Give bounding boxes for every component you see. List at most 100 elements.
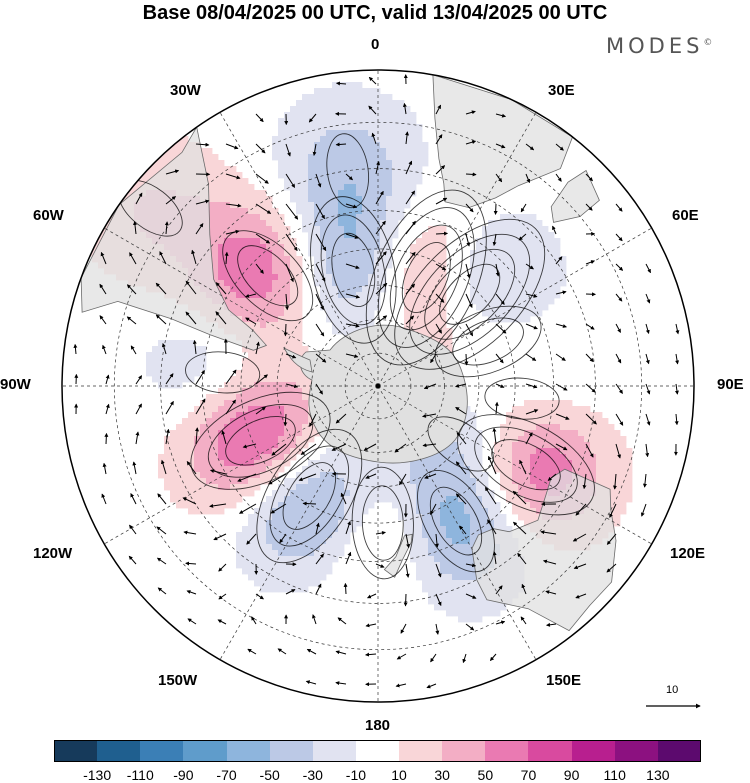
shading-cell (200, 358, 207, 365)
shading-cell (230, 436, 237, 443)
shading-cell (326, 136, 333, 143)
wind-vector (465, 563, 477, 568)
shading-cell (434, 286, 441, 293)
shading-cell (506, 310, 513, 317)
shading-cell (212, 436, 219, 443)
shading-cell (170, 496, 177, 503)
shading-cell (260, 466, 267, 473)
shading-cell (260, 244, 267, 251)
shading-cell (272, 502, 279, 509)
shading-cell (476, 604, 483, 611)
shading-cell (386, 238, 393, 245)
shading-cell (284, 394, 291, 401)
shading-cell (344, 460, 351, 467)
shading-cell (374, 226, 381, 233)
shading-cell (338, 220, 345, 227)
shading-cell (320, 142, 327, 149)
shading-cell (350, 250, 357, 257)
shading-cell (524, 310, 531, 317)
shading-cell (212, 478, 219, 485)
shading-cell (410, 268, 417, 275)
wind-vector (645, 323, 650, 335)
shading-cell (374, 106, 381, 113)
shading-cell (344, 310, 351, 317)
shading-cell (446, 502, 453, 509)
shading-cell (236, 532, 243, 539)
shading-cell (212, 268, 219, 275)
shading-cell (500, 232, 507, 239)
shading-cell (428, 490, 435, 497)
shading-cell (266, 406, 273, 413)
shading-cell (320, 532, 327, 539)
wind-vector (573, 563, 587, 570)
shading-cell (422, 262, 429, 269)
shading-cell (164, 160, 171, 167)
shading-cell (494, 502, 501, 509)
shading-cell (260, 460, 267, 467)
shading-cell (272, 286, 279, 293)
shading-cell (338, 280, 345, 287)
shading-cell (542, 262, 549, 269)
shading-cell (512, 256, 519, 263)
shading-cell (392, 130, 399, 137)
wind-vector (615, 323, 621, 333)
shading-cell (194, 502, 201, 509)
shading-cell (350, 520, 357, 527)
shading-cell (308, 130, 315, 137)
shading-cell (326, 508, 333, 515)
shading-cell (206, 406, 213, 413)
wind-vector (277, 648, 287, 655)
shading-cell (368, 316, 375, 323)
shading-cell (212, 406, 219, 413)
wind-vector (487, 519, 497, 535)
shading-cell (338, 466, 345, 473)
shading-cell (266, 274, 273, 281)
shading-cell (290, 496, 297, 503)
wind-vector (218, 563, 227, 572)
wind-vector (224, 251, 229, 265)
shading-cell (206, 442, 213, 449)
shading-cell (278, 382, 285, 389)
shading-cell (440, 604, 447, 611)
shading-cell (398, 196, 405, 203)
shading-cell (218, 166, 225, 173)
shading-cell (266, 466, 273, 473)
shading-cell (392, 100, 399, 107)
shading-cell (242, 460, 249, 467)
shading-cell (416, 172, 423, 179)
shading-cell (236, 406, 243, 413)
shading-cell (350, 142, 357, 149)
shading-cell (452, 544, 459, 551)
shading-cell (566, 406, 573, 413)
shading-cell (308, 154, 315, 161)
shading-cell (248, 376, 255, 383)
shading-cell (458, 532, 465, 539)
wind-vector (132, 461, 137, 475)
shading-cell (278, 136, 285, 143)
shading-cell (290, 442, 297, 449)
shading-cell (374, 280, 381, 287)
shading-cell (380, 268, 387, 275)
shading-cell (236, 478, 243, 485)
shading-cell (320, 280, 327, 287)
shading-cell (278, 226, 285, 233)
shading-cell (278, 580, 285, 587)
wind-vector (615, 413, 624, 426)
shading-cell (236, 382, 243, 389)
wind-vector (405, 533, 411, 549)
shading-cell (476, 586, 483, 593)
shading-cell (506, 490, 513, 497)
shading-cell (212, 262, 219, 269)
shading-cell (398, 496, 405, 503)
wind-vector (215, 282, 227, 295)
shading-cell (452, 532, 459, 539)
shading-cell (434, 532, 441, 539)
shading-cell (332, 214, 339, 221)
shading-cell (404, 148, 411, 155)
shading-cell (350, 262, 357, 269)
shading-cell (302, 412, 309, 419)
shading-cell (284, 538, 291, 545)
shading-cell (284, 508, 291, 515)
shading-cell (356, 136, 363, 143)
shading-cell (512, 238, 519, 245)
